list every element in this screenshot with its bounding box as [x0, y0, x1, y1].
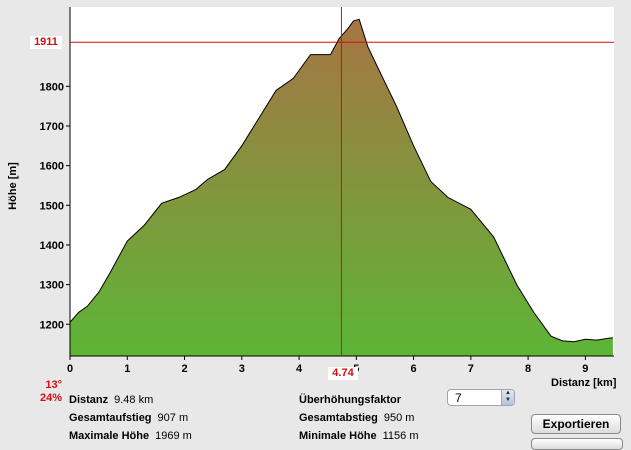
y-tick-label: 1500 [40, 200, 64, 212]
spinner-arrows[interactable]: ▲ ▼ [501, 390, 514, 405]
x-axis-label: Distanz [km] [551, 377, 617, 389]
stat-max-value: 1969 m [155, 430, 192, 442]
export-button[interactable]: Exportieren [531, 414, 621, 434]
stat-min: Minimale Höhe 1156 m [299, 430, 419, 442]
stat-ascent-value: 907 m [157, 412, 189, 424]
slope-percent: 24% [39, 392, 62, 404]
stat-distance-value: 9.48 km [114, 394, 154, 406]
stat-min-label: Minimale Höhe [299, 430, 377, 442]
stat-ascent-label: Gesamtaufstieg [69, 412, 152, 424]
chevron-down-icon[interactable]: ▼ [505, 397, 511, 403]
secondary-button[interactable] [531, 438, 623, 450]
x-tick-label: 3 [239, 363, 245, 375]
x-tick-label: 7 [468, 363, 474, 375]
y-tick-label: 1300 [40, 280, 64, 292]
stat-max-label: Maximale Höhe [69, 430, 150, 442]
exaggeration-value: 7 [455, 391, 462, 405]
elevation-line [69, 18, 613, 343]
stat-distance: Distanz 9.48 km [69, 394, 153, 406]
stat-distance-label: Distanz [69, 394, 109, 406]
exaggeration-spinner[interactable]: 7 ▲ ▼ [447, 389, 515, 406]
stat-ascent: Gesamtaufstieg 907 m [69, 412, 188, 424]
x-tick-label: 6 [411, 363, 417, 375]
x-tick-label: 9 [582, 363, 588, 375]
slope-degrees: 13° [45, 379, 62, 391]
cursor-elevation-label: 1911 [30, 36, 62, 49]
chevron-up-icon[interactable]: ▲ [505, 390, 511, 396]
x-tick-label: 4 [296, 363, 303, 375]
stat-descent-value: 950 m [383, 412, 415, 424]
stat-descent: Gesamtabstieg 950 m [299, 412, 414, 424]
y-axis-label: Höhe [m] [7, 162, 19, 210]
y-tick-label: 1600 [40, 161, 64, 173]
y-tick-label: 1800 [40, 81, 64, 93]
x-tick-label: 2 [181, 363, 187, 375]
x-tick-label: 1 [124, 363, 130, 375]
y-tick-label: 1700 [40, 121, 64, 133]
stat-descent-label: Gesamtabstieg [299, 412, 378, 424]
y-tick-label: 1400 [40, 240, 64, 252]
x-tick-label: 0 [67, 363, 73, 375]
stat-exaggeration-label: Überhöhungsfaktor [299, 394, 402, 406]
cursor-distance-label: 4.74 [328, 367, 358, 380]
stat-min-value: 1156 m [382, 430, 419, 442]
x-tick-label: 8 [525, 363, 531, 375]
y-tick-label: 1200 [40, 319, 64, 331]
stat-max: Maximale Höhe 1969 m [69, 430, 192, 442]
